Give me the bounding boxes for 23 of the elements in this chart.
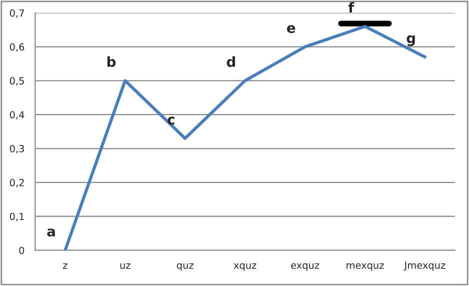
- annotation: g: [406, 35, 415, 46]
- annotation: b: [107, 56, 116, 67]
- y-tick-label: 0,6: [10, 43, 24, 52]
- x-tick-label: uz: [120, 263, 130, 269]
- x-tick-label: exquz: [291, 263, 320, 271]
- x-tick-label: quz: [176, 263, 194, 271]
- y-tick-label: 0,3: [10, 144, 24, 154]
- y-tick-label: 0: [19, 246, 24, 254]
- annotation: d: [226, 56, 235, 67]
- x-tick-label: Jmexquz: [404, 262, 446, 271]
- annotation: a: [47, 228, 55, 237]
- x-tick-label: xquz: [234, 263, 256, 271]
- x-tick-label: z: [63, 263, 68, 269]
- y-tick-label: 0,1: [10, 212, 24, 222]
- line-series: [64, 24, 426, 250]
- annotation: e: [287, 25, 296, 34]
- y-tick-label: 0,5: [10, 77, 24, 86]
- annotation: f: [348, 2, 354, 13]
- x-tick-label: mexquz: [346, 263, 384, 271]
- y-tick-label: 0,7: [10, 9, 24, 18]
- annotation: c: [168, 116, 174, 125]
- y-tick-label: 0,4: [10, 111, 24, 120]
- y-tick-label: 0,2: [10, 178, 24, 188]
